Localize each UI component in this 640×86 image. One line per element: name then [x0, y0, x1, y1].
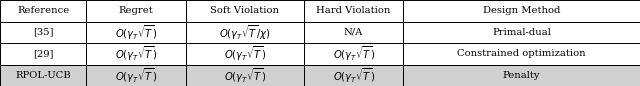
Text: $O(\gamma_T\sqrt{T})$: $O(\gamma_T\sqrt{T})$ — [115, 23, 157, 42]
Text: [35]: [35] — [33, 28, 54, 37]
Text: $O(\gamma_T\sqrt{T})$: $O(\gamma_T\sqrt{T})$ — [115, 66, 157, 85]
Text: Regret: Regret — [118, 6, 154, 15]
Text: Hard Violation: Hard Violation — [316, 6, 391, 15]
Text: Penalty: Penalty — [503, 71, 540, 80]
Text: N/A: N/A — [344, 28, 364, 37]
Text: RPOL-UCB: RPOL-UCB — [15, 71, 71, 80]
Bar — [304, 0, 403, 22]
Text: $O(\gamma_T\sqrt{T}/\chi)$: $O(\gamma_T\sqrt{T}/\chi)$ — [219, 23, 271, 42]
Text: Soft Violation: Soft Violation — [211, 6, 279, 15]
Bar — [86, 43, 186, 64]
Text: Constrained optimization: Constrained optimization — [458, 49, 586, 58]
Bar — [0, 64, 86, 86]
Bar — [86, 0, 186, 22]
Bar — [0, 43, 86, 64]
Text: $O(\gamma_T\sqrt{T})$: $O(\gamma_T\sqrt{T})$ — [224, 44, 266, 63]
Bar — [0, 22, 86, 43]
Bar — [403, 64, 640, 86]
Bar — [403, 0, 640, 22]
Text: Primal-dual: Primal-dual — [492, 28, 551, 37]
Bar — [403, 43, 640, 64]
Text: $O(\gamma_T\sqrt{T})$: $O(\gamma_T\sqrt{T})$ — [115, 44, 157, 63]
Text: $O(\gamma_T\sqrt{T})$: $O(\gamma_T\sqrt{T})$ — [333, 66, 374, 85]
Bar — [186, 22, 304, 43]
Bar — [403, 22, 640, 43]
Bar — [304, 22, 403, 43]
Bar — [304, 43, 403, 64]
Bar — [86, 64, 186, 86]
Bar — [186, 43, 304, 64]
Text: $O(\gamma_T\sqrt{T})$: $O(\gamma_T\sqrt{T})$ — [333, 44, 374, 63]
Text: Reference: Reference — [17, 6, 69, 15]
Bar — [304, 64, 403, 86]
Bar — [86, 22, 186, 43]
Bar — [186, 64, 304, 86]
Bar — [186, 0, 304, 22]
Bar — [0, 0, 86, 22]
Text: Design Method: Design Method — [483, 6, 560, 15]
Text: [29]: [29] — [33, 49, 54, 58]
Text: $O(\gamma_T\sqrt{T})$: $O(\gamma_T\sqrt{T})$ — [224, 66, 266, 85]
